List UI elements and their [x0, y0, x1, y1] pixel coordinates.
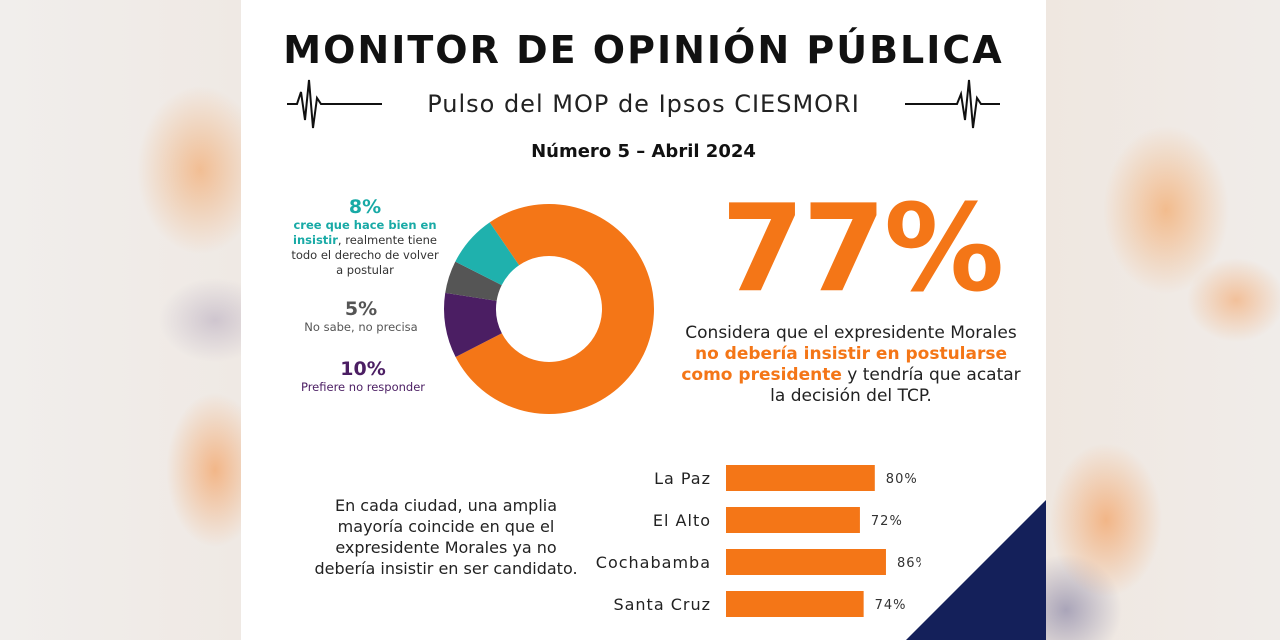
bar-value-label: 86% — [897, 556, 921, 571]
pulse-line-right-icon — [905, 79, 1000, 129]
claim-end: la decisión del TCP. — [770, 386, 932, 406]
legend-yes-line2: , realmente tiene — [337, 233, 437, 247]
bar-2 — [726, 549, 886, 575]
legend-nr-text: Prefiere no responder — [300, 380, 426, 394]
legend-dk-pct: 5% — [344, 298, 378, 320]
bar-3 — [726, 591, 864, 617]
legend-nr-pct: 10% — [340, 358, 386, 380]
bar-0 — [726, 465, 875, 491]
legend-nr: 10% Prefiere no responder — [287, 358, 439, 395]
claim-post: y tendría que acatar — [841, 365, 1021, 385]
legend-dk: 5% No sabe, no precisa — [291, 298, 431, 335]
bar-1 — [726, 507, 860, 533]
legend-yes: 8% cree que hace bien en insistir, realm… — [281, 196, 449, 278]
bar-category-label: La Paz — [654, 469, 711, 488]
headline-claim: Considera que el expresidente Morales no… — [671, 323, 1031, 407]
legend-yes-bold: insistir — [293, 233, 338, 247]
city-bar-chart: La Paz 80% El Alto 72% Cochabamba 86% Santa Cr… — [596, 465, 921, 617]
legend-yes-line1: cree que hace bien en — [293, 218, 437, 232]
issue-label: Número 5 – Abril 2024 — [531, 141, 756, 162]
legend-yes-line3: todo el derecho de volver — [291, 248, 439, 262]
headline-percent: 77% — [721, 180, 1004, 319]
page-subtitle: Pulso del MOP de Ipsos CIESMORI — [427, 90, 860, 118]
city-summary-text: En cada ciudad, una amplia mayoría coinc… — [314, 496, 578, 578]
legend-yes-line4: a postular — [336, 263, 394, 277]
pulse-line-left-icon — [287, 79, 382, 129]
corner-decoration — [906, 500, 1046, 640]
page-title: MONITOR DE OPINIÓN PÚBLICA — [283, 28, 1004, 72]
legend-dk-text: No sabe, no precisa — [304, 320, 418, 334]
infographic-panel: MONITOR DE OPINIÓN PÚBLICA Pulso del MOP… — [241, 0, 1046, 640]
donut-chart — [444, 204, 654, 414]
legend-yes-pct: 8% — [348, 196, 382, 218]
claim-pre: Considera que el expresidente Morales — [685, 323, 1017, 343]
donut-slice-3 — [455, 222, 520, 286]
claim-highlight-2: como presidente — [681, 365, 842, 385]
donut-slice-2 — [445, 261, 502, 301]
claim-highlight-1: no debería insistir en postularse — [694, 344, 1008, 364]
bar-category-label: Cochabamba — [596, 553, 711, 572]
bar-category-label: El Alto — [653, 511, 711, 530]
donut-slice-1 — [444, 292, 502, 357]
bar-value-label: 80% — [886, 472, 918, 487]
bar-value-label: 72% — [871, 514, 903, 529]
bar-category-label: Santa Cruz — [613, 595, 711, 614]
background-blur-right — [1046, 0, 1280, 640]
background-blur-left — [0, 0, 241, 640]
bar-value-label: 74% — [875, 598, 907, 613]
donut-slice-0 — [455, 204, 654, 414]
